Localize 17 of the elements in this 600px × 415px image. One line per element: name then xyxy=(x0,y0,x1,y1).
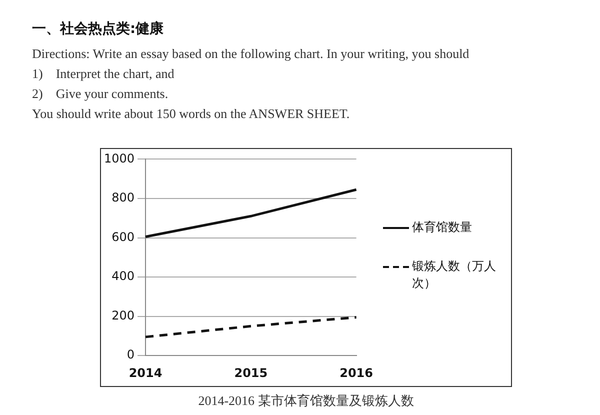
y-tick-label: 800 xyxy=(112,190,135,205)
y-tick-label: 600 xyxy=(112,230,135,244)
legend-label: 锻炼人数（万人次） xyxy=(412,258,497,292)
text: 2014-2016 某市体育馆数量及锻炼人数 xyxy=(197,392,415,410)
text: Directions: Write an essay based on the following chart. In your writing, you should xyxy=(32,45,470,63)
y-tick-label: 1000 xyxy=(104,151,135,166)
x-tick-label: 2015 xyxy=(234,366,268,380)
x-tick-label: 2014 xyxy=(128,366,162,380)
text: 2) Give your comments. xyxy=(32,85,170,103)
legend-label: 体育馆数量 xyxy=(412,219,472,236)
text: You should write about 150 words on the ANSWER SHEET. xyxy=(32,105,351,123)
text: 1) Interpret the chart, and xyxy=(32,65,176,83)
y-tick-label: 200 xyxy=(112,308,135,322)
x-tick-label: 2016 xyxy=(340,366,374,380)
chart-title: 一、社会热点类:健康 xyxy=(32,20,165,38)
y-tick-label: 0 xyxy=(126,348,135,362)
y-tick-label: 400 xyxy=(112,269,135,284)
